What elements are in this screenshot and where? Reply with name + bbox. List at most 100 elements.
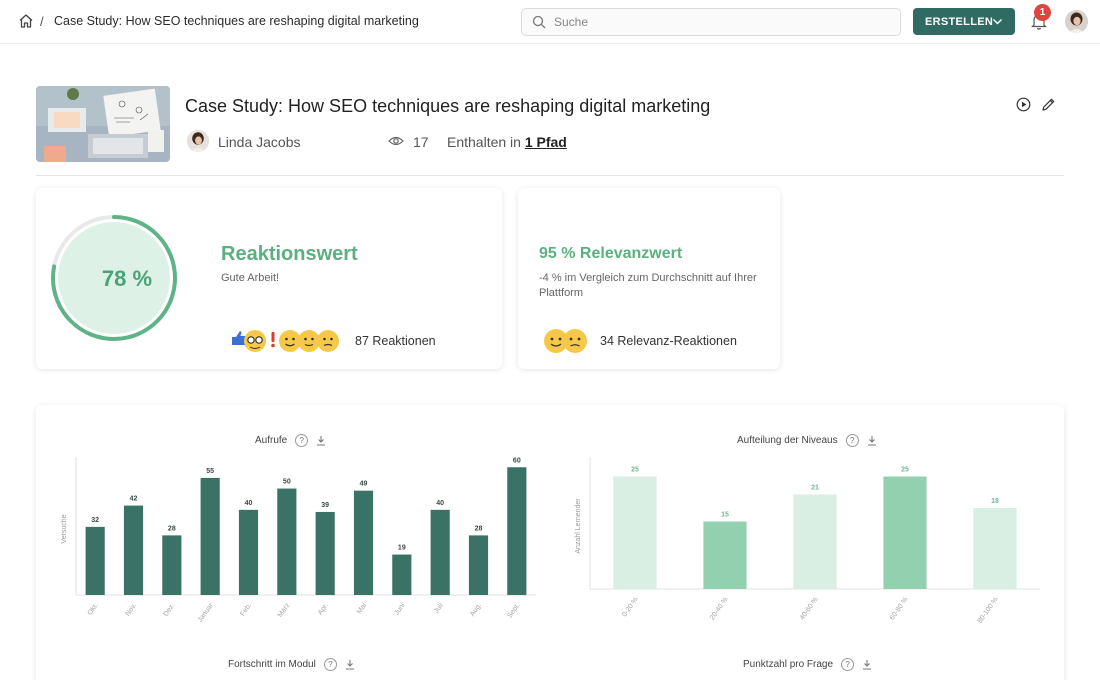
bar-4	[200, 477, 220, 595]
relevance-score-card: 95 % Relevanzwert -4 % im Vergleich zum …	[518, 188, 780, 369]
x-tick-label-2: 20-40 %	[709, 596, 730, 621]
search-icon	[532, 15, 546, 29]
data-label-2: 15	[721, 512, 729, 519]
reaction-emoji-group	[232, 330, 339, 352]
slight-smile-face-icon	[298, 330, 320, 352]
help-icon[interactable]: ?	[295, 434, 309, 447]
search-box[interactable]	[521, 8, 901, 36]
header-divider	[36, 175, 1064, 176]
levels-bar-chart: Anzahl Lernender 25 0-20 % 15 20-40 % 21 40-60…	[575, 457, 1040, 625]
x-tick-label-1: Okt.	[87, 602, 100, 617]
relevance-emoji-group	[544, 329, 587, 353]
play-icon[interactable]	[1016, 97, 1031, 112]
data-label-10: 40	[436, 500, 444, 507]
data-label-5: 18	[991, 498, 999, 505]
breadcrumb-current: Case Study: How SEO techniques are resha…	[54, 14, 419, 28]
x-tick-label-7: Apr.	[317, 602, 330, 616]
bar-5	[973, 508, 1017, 589]
bar-1	[85, 526, 105, 595]
bar-2	[123, 505, 144, 595]
help-icon[interactable]: ?	[841, 658, 855, 671]
data-label-4: 25	[901, 467, 909, 474]
create-button-label: ERSTELLEN	[925, 15, 994, 28]
reaction-gauge-value: 78 %	[101, 266, 153, 291]
home-icon[interactable]	[18, 13, 34, 29]
levels-chart-title: Aufteilung der Niveaus	[737, 435, 838, 446]
confused-face-icon	[317, 330, 339, 352]
x-tick-label-1: 0-20 %	[621, 596, 639, 618]
x-tick-label-12: Sept.	[506, 602, 521, 619]
data-label-2: 42	[130, 496, 138, 503]
data-label-1: 32	[91, 517, 99, 524]
data-label-8: 49	[360, 481, 368, 488]
top-bar: / Case Study: How SEO techniques are res…	[0, 0, 1100, 44]
bar-3	[793, 494, 837, 589]
data-label-7: 39	[321, 502, 329, 509]
x-tick-label-10: Juli	[433, 602, 445, 615]
reaction-score-subtitle: Gute Arbeit!	[221, 272, 280, 284]
download-icon[interactable]	[316, 435, 326, 446]
data-label-11: 28	[475, 525, 483, 532]
x-tick-label-8: Mai	[356, 602, 368, 616]
x-tick-label-11: Aug.	[469, 602, 483, 618]
author-name[interactable]: Linda Jacobs	[218, 134, 301, 150]
score-chart-header: Punktzahl pro Frage ?	[743, 658, 872, 671]
bar-11	[468, 535, 489, 595]
edit-pencil-icon[interactable]	[1041, 97, 1056, 112]
exclamation-icon	[271, 332, 275, 348]
smile-face-icon	[279, 330, 301, 352]
download-icon[interactable]	[862, 659, 872, 670]
thumbs-up-icon	[232, 331, 245, 345]
reaction-score-card: 78 % Reaktionswert Gute Arbeit!	[36, 188, 502, 369]
path-link[interactable]: 1 Pfad	[524, 134, 567, 150]
bar-2	[703, 521, 747, 589]
x-tick-label-5: Feb.	[239, 602, 253, 618]
data-label-9: 19	[398, 545, 406, 552]
x-tick-label-3: Dez.	[162, 602, 176, 618]
smile-face-icon	[544, 329, 568, 353]
reaction-score-title: Reaktionswert	[221, 243, 358, 265]
progress-chart-title: Fortschritt im Modul	[228, 659, 316, 670]
bar-7	[315, 511, 335, 595]
data-label-3: 21	[811, 485, 819, 492]
confused-face-icon	[563, 329, 587, 353]
create-button[interactable]: ERSTELLEN	[913, 8, 1015, 35]
x-tick-label-4: 60-80 %	[889, 596, 910, 621]
bar-8	[353, 490, 374, 595]
data-label-5: 40	[245, 500, 253, 507]
user-avatar[interactable]	[1065, 10, 1088, 33]
bar-1	[613, 476, 657, 589]
views-bar-chart: Versuche 32 Okt. 42 Nov. 28 Dez. 55 Januar 40 Feb.…	[61, 457, 536, 624]
x-tick-label-9: Juni	[393, 602, 406, 617]
chevron-down-icon	[992, 18, 1003, 25]
bar-12	[507, 467, 527, 595]
views-chart-header: Aufrufe ?	[255, 434, 326, 447]
y-axis-label: Versuche	[61, 514, 68, 543]
x-tick-label-2: Nov.	[124, 602, 138, 617]
search-input[interactable]	[554, 11, 884, 33]
data-label-12: 60	[513, 457, 521, 464]
statistics-panel: Aufrufe ? Aufteilung der Niveaus ? Versu…	[36, 405, 1064, 680]
relevance-score-subtitle: -4 % im Vergleich zum Durchschnitt auf I…	[539, 272, 757, 299]
content-thumbnail	[36, 86, 170, 162]
bar-4	[883, 476, 927, 589]
author-avatar	[187, 130, 209, 152]
contained-in: Enthalten in 1 Pfad	[447, 134, 567, 150]
x-tick-label-5: 80-100 %	[977, 596, 1000, 625]
notification-badge: 1	[1034, 4, 1051, 21]
help-icon[interactable]: ?	[323, 658, 337, 671]
download-icon[interactable]	[867, 435, 877, 446]
score-chart-title: Punktzahl pro Frage	[743, 659, 834, 670]
bar-9	[392, 554, 412, 595]
download-icon[interactable]	[345, 659, 355, 670]
x-tick-label-4: Januar	[197, 602, 215, 624]
view-count: 17	[413, 134, 429, 150]
page-title: Case Study: How SEO techniques are resha…	[185, 96, 711, 116]
progress-chart-header: Fortschritt im Modul ?	[228, 658, 355, 671]
nerd-face-icon	[244, 330, 266, 352]
breadcrumb-separator: /	[40, 14, 44, 29]
contained-in-label: Enthalten in	[447, 134, 521, 150]
reaction-gauge	[51, 215, 177, 341]
help-icon[interactable]: ?	[845, 434, 859, 447]
reactions-count: 87 Reaktionen	[355, 334, 436, 348]
